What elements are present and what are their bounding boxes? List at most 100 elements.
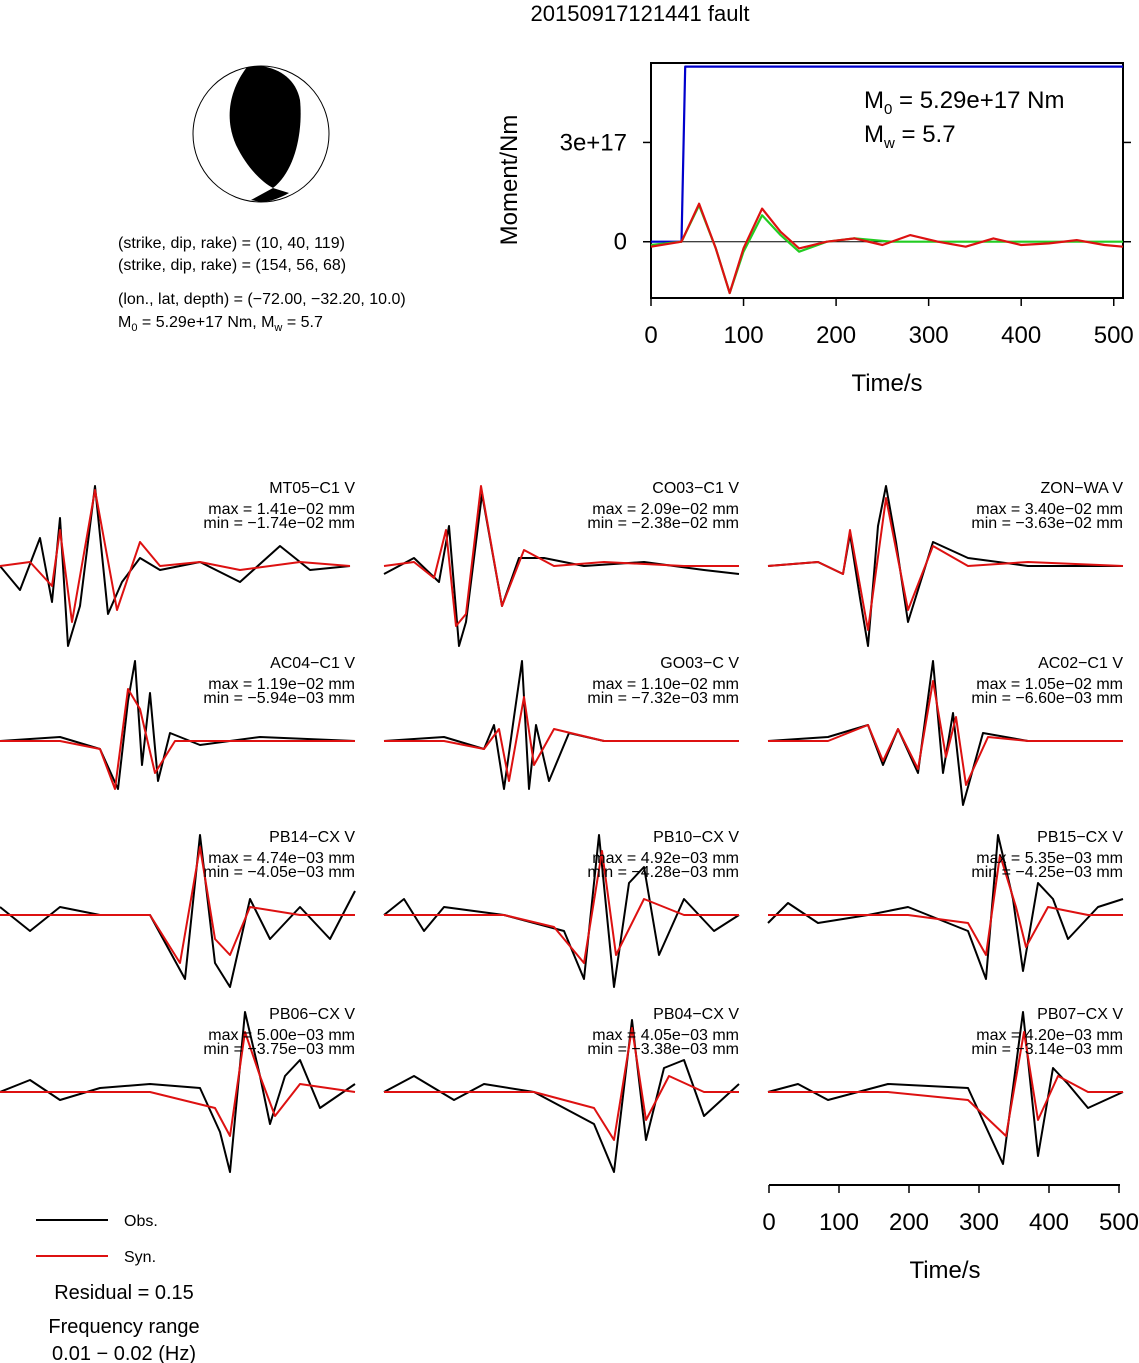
station-max: max = 4.92e−03 mm [592,850,739,867]
moment-value: = 5.29e+17 Nm, M [137,314,274,331]
station-max: max = 3.40e−02 mm [976,501,1123,518]
moment-xlabel: Time/s [851,370,922,397]
observed-waveform [767,834,1124,980]
station-min: min = −7.32e−03 mm [587,690,739,707]
observed-waveform [0,1011,356,1173]
m0-sub: 0 [884,101,892,118]
time-axis-tick-label: 300 [959,1209,999,1236]
station-max: max = 2.09e−02 mm [592,501,739,518]
station-min: min = −6.60e−03 mm [971,690,1123,707]
station-max: max = 4.20e−03 mm [976,1027,1123,1044]
synthetic-waveform [384,1027,739,1141]
synthetic-waveform [0,846,355,964]
station-name: AC02−C1 V [1038,655,1123,672]
time-axis-tick-label: 400 [1029,1209,1069,1236]
station-min: min = −3.75e−03 mm [203,1041,355,1058]
station-min: min = −5.94e−03 mm [203,690,355,707]
synthetic-waveform [768,680,1123,786]
moment-ytick-label: 0 [614,229,627,256]
synthetic-waveform [384,696,739,782]
station-max: max = 1.10e−02 mm [592,676,739,693]
observed-waveform [383,834,740,988]
station-min: min = −1.74e−02 mm [203,515,355,532]
beachball-compression-tip [251,188,289,202]
synthetic-waveform [767,497,1124,631]
station-max: max = 1.41e−02 mm [208,501,355,518]
mw-sub: w [273,322,282,334]
station-name: GO03−C V [660,655,739,672]
moment-stf-green-line [650,204,1123,295]
mw-sub-annot: w [883,135,895,152]
nodal-plane-2: (strike, dip, rake) = (154, 56, 68) [118,257,346,274]
moment-prefix: M [118,314,131,331]
synthetic-waveform [768,1031,1123,1137]
event-location: (lon., lat, depth) = (−72.00, −32.20, 10… [118,291,406,308]
moment-xtick-label: 400 [1001,322,1041,349]
moment-series [650,65,1124,295]
station-min: min = −4.28e−03 mm [587,864,739,881]
time-axis-tick-label: 100 [819,1209,859,1236]
synthetic-waveform [768,854,1123,956]
mechanism-info: (strike, dip, rake) = (10, 40, 119) (str… [118,235,406,334]
station-min: min = −2.38e−02 mm [587,515,739,532]
legend-obs-label: Obs. [124,1213,158,1230]
station-max: max = 4.74e−03 mm [208,850,355,867]
legend-syn-label: Syn. [124,1249,156,1266]
station-name: PB14−CX V [269,829,355,846]
station-max: max = 1.05e−02 mm [976,676,1123,693]
residual-text: Residual = 0.15 [54,1282,194,1304]
synthetic-waveform [0,1031,356,1137]
station-name: PB15−CX V [1037,829,1123,846]
station-min: min = −3.63e−02 mm [971,515,1123,532]
observed-waveform [767,1011,1124,1165]
station-max: max = 1.19e−02 mm [208,676,355,693]
station-min: min = −4.25e−03 mm [971,864,1123,881]
synthetic-waveform [0,489,351,623]
observed-waveform [383,1019,740,1173]
station-name: PB07−CX V [1037,1006,1123,1023]
station-name: PB04−CX V [653,1006,739,1023]
frequency-label: Frequency range [48,1316,199,1338]
time-axis-tick-label: 200 [889,1209,929,1236]
m0-prefix: M [864,87,884,114]
synthetic-waveform [0,688,355,790]
mw-prefix: M [864,121,884,148]
time-axis: Time/s 0 100 200 300 400 500 [762,1184,1139,1284]
station-name: ZON−WA V [1040,480,1123,497]
station-name: PB06−CX V [269,1006,355,1023]
mw-value-annot: = 5.7 [895,121,956,148]
moment-xtick-label: 200 [816,322,856,349]
station-name: AC04−C1 V [270,655,355,672]
moment-xtick-label: 100 [724,322,764,349]
mw-value: = 5.7 [282,314,323,331]
frequency-value: 0.01 − 0.02 (Hz) [52,1343,196,1363]
moment-ylabel: Moment/Nm [496,115,523,246]
station-name: CO03−C1 V [652,480,739,497]
station-name: MT05−C1 V [269,480,355,497]
station-min: min = −3.38e−03 mm [587,1041,739,1058]
beachball [192,65,330,203]
moment-xtick-label: 500 [1094,322,1134,349]
moment-ytick-label: 3e+17 [560,129,627,156]
moment-annotation-mw: Mw = 5.7 [864,121,956,152]
station-max: max = 4.05e−03 mm [592,1027,739,1044]
station-name: PB10−CX V [653,829,739,846]
station-min: min = −3.14e−03 mm [971,1041,1123,1058]
nodal-plane-1: (strike, dip, rake) = (10, 40, 119) [118,235,345,252]
event-moment: M0 = 5.29e+17 Nm, Mw = 5.7 [118,314,323,334]
moment-cumulative-line [651,65,1123,243]
moment-plot-frame [650,62,1124,299]
station-max: max = 5.00e−03 mm [208,1027,355,1044]
